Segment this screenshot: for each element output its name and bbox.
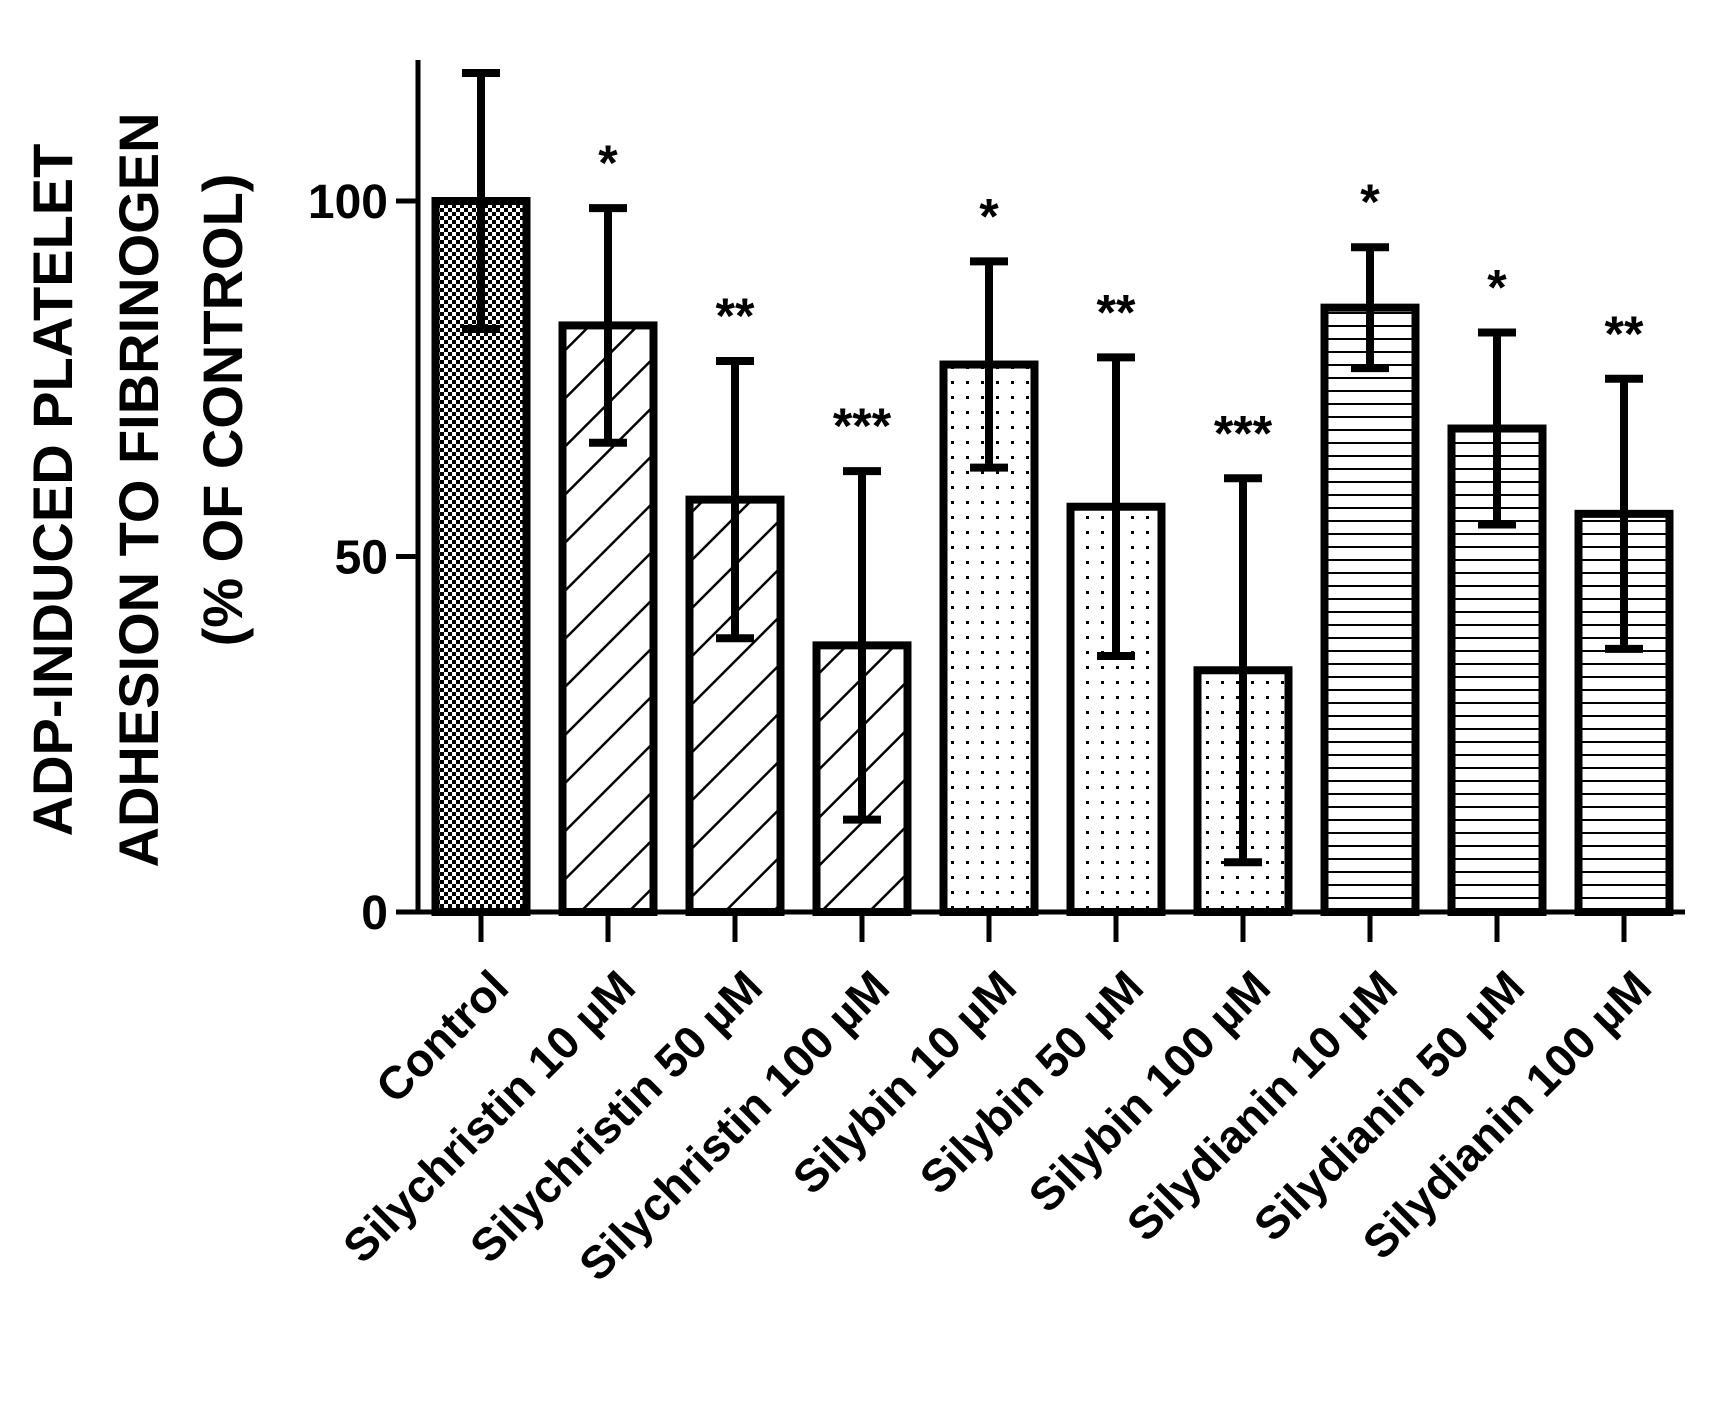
y-axis-title: ADP-INDUCED PLATELET ADHESION TO FIBRINO… xyxy=(21,112,254,867)
y-tick-label: 50 xyxy=(335,532,388,585)
significance-label: ** xyxy=(716,288,755,344)
bar-group: * xyxy=(1320,174,1420,916)
bar xyxy=(1320,303,1420,916)
x-category-label: Silybin 50 µM xyxy=(910,960,1153,1203)
bar-group: *** xyxy=(1193,405,1293,917)
y-axis-title-line-2: ADHESION TO FIBRINOGEN xyxy=(107,112,170,867)
significance-label: * xyxy=(598,135,618,191)
significance-label: *** xyxy=(1214,405,1273,461)
bar-group: ** xyxy=(1066,284,1166,916)
x-category-label: Silybin 10 µM xyxy=(783,960,1026,1203)
bar-group: ** xyxy=(1574,306,1674,917)
bar-group: * xyxy=(939,188,1039,916)
significance-label: * xyxy=(1360,174,1380,230)
y-axis: 0 50 100 xyxy=(308,60,421,940)
bar-group xyxy=(431,69,531,916)
significance-label: ** xyxy=(1097,284,1136,340)
significance-label: ** xyxy=(1605,306,1644,362)
significance-label: * xyxy=(979,188,999,244)
y-tick-label: 0 xyxy=(361,887,388,940)
significance-label: * xyxy=(1487,260,1507,316)
bar-group: ** xyxy=(685,288,785,916)
x-axis xyxy=(418,909,1685,942)
y-axis-title-line-3: (% OF CONTROL) xyxy=(191,174,254,647)
bar-group: * xyxy=(558,135,658,916)
y-axis-title-line-1: ADP-INDUCED PLATELET xyxy=(21,144,84,837)
significance-label: *** xyxy=(833,398,892,454)
bar-group: * xyxy=(1447,260,1547,916)
y-tick-label: 100 xyxy=(308,176,388,229)
bar-group: *** xyxy=(812,398,912,916)
bars: **************** xyxy=(431,69,1674,917)
